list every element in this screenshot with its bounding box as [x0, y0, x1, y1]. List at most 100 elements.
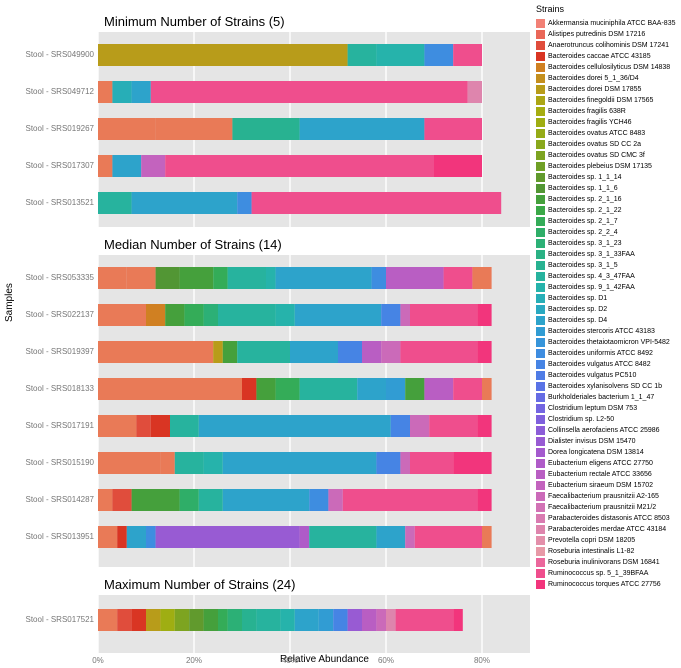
bar-segment — [415, 526, 482, 548]
bar-segment — [477, 341, 491, 363]
legend-item: Bacteroides sp. 4_3_47FAA — [536, 271, 678, 282]
legend-swatch — [536, 195, 545, 204]
panel-svg — [98, 32, 530, 227]
legend-item: Bacteroides cellulosilyticus DSM 14838 — [536, 62, 678, 73]
bar-segment — [199, 415, 391, 437]
bar-segment — [180, 267, 214, 289]
legend-swatch — [536, 404, 545, 413]
legend-label: Collinsella aerofaciens ATCC 25986 — [548, 425, 660, 436]
y-tick-label: Stool - SRS017307 — [12, 161, 94, 170]
y-tick-label: Stool - SRS017521 — [12, 615, 94, 624]
legend-swatch — [536, 173, 545, 182]
bar-segment — [391, 415, 410, 437]
bar-segment — [424, 378, 453, 400]
bar-segment — [477, 304, 491, 326]
legend-swatch — [536, 536, 545, 545]
legend-label: Bacteroides dorei 5_1_36/D4 — [548, 73, 639, 84]
bar-segment — [223, 489, 309, 511]
legend-swatch — [536, 459, 545, 468]
legend-label: Bacteroides sp. 4_3_47FAA — [548, 271, 635, 282]
legend-swatch — [536, 569, 545, 578]
legend-item: Roseburia intestinalis L1-82 — [536, 546, 678, 557]
legend-swatch — [536, 217, 545, 226]
legend-item: Bacteroides sp. 3_1_33FAA — [536, 249, 678, 260]
x-tick-label: 0% — [86, 656, 110, 665]
bar-segment — [405, 526, 415, 548]
legend-item: Prevotella copri DSM 18205 — [536, 535, 678, 546]
bar-segment — [165, 304, 184, 326]
legend-swatch — [536, 261, 545, 270]
y-tick-label: Stool - SRS013951 — [12, 532, 94, 541]
legend-label: Bacteroides sp. 2_1_16 — [548, 194, 622, 205]
legend-item: Bacteroides sp. D2 — [536, 304, 678, 315]
legend-label: Alistipes putredinis DSM 17216 — [548, 29, 645, 40]
legend-label: Eubacterium siraeum DSM 15702 — [548, 480, 653, 491]
legend-swatch — [536, 206, 545, 215]
bar-segment — [223, 341, 237, 363]
legend-label: Bacteroides ovatus SD CC 2a — [548, 139, 641, 150]
bar-segment — [204, 304, 218, 326]
legend-item: Bacteroides sp. 1_1_14 — [536, 172, 678, 183]
legend-item: Bacteroides sp. D4 — [536, 315, 678, 326]
legend-label: Bacteroides finegoldii DSM 17565 — [548, 95, 653, 106]
legend-swatch — [536, 294, 545, 303]
legend-swatch — [536, 393, 545, 402]
bar-segment — [424, 118, 482, 140]
bar-segment — [424, 44, 453, 66]
bar-segment — [434, 155, 482, 177]
legend-swatch — [536, 492, 545, 501]
bar-segment — [405, 378, 424, 400]
legend-swatch — [536, 305, 545, 314]
legend-label: Bacteroides ovatus SD CMC 3f — [548, 150, 645, 161]
legend-swatch — [536, 30, 545, 39]
legend-label: Bacteroides sp. D1 — [548, 293, 607, 304]
bar-segment — [242, 609, 256, 631]
bar-segment — [444, 267, 473, 289]
bar-segment — [127, 526, 146, 548]
bar-segment — [151, 81, 468, 103]
bar-segment — [98, 341, 213, 363]
legend-item: Bacteroides xylanisolvens SD CC 1b — [536, 381, 678, 392]
legend-label: Bacteroides ovatus ATCC 8483 — [548, 128, 645, 139]
legend-label: Bacteroides cellulosilyticus DSM 14838 — [548, 62, 670, 73]
legend-swatch — [536, 129, 545, 138]
legend: Akkermansia muciniphila ATCC BAA-835Alis… — [536, 18, 678, 590]
bar-segment — [237, 341, 290, 363]
bar-segment — [477, 489, 491, 511]
legend-item: Bacteroides sp. 2_1_22 — [536, 205, 678, 216]
legend-item: Parabacteroides merdae ATCC 43184 — [536, 524, 678, 535]
legend-item: Collinsella aerofaciens ATCC 25986 — [536, 425, 678, 436]
legend-label: Bacteroides dorei DSM 17855 — [548, 84, 641, 95]
legend-label: Bacteroides sp. 2_1_22 — [548, 205, 622, 216]
legend-swatch — [536, 107, 545, 116]
legend-item: Bacteroides sp. 3_1_23 — [536, 238, 678, 249]
legend-swatch — [536, 437, 545, 446]
legend-swatch — [536, 85, 545, 94]
legend-label: Dorea longicatena DSM 13814 — [548, 447, 644, 458]
legend-label: Faecalibacterium prausnitzii M21/2 — [548, 502, 656, 513]
bar-segment — [160, 452, 174, 474]
legend-title: Strains — [536, 4, 564, 14]
bar-segment — [276, 304, 295, 326]
legend-label: Parabacteroides merdae ATCC 43184 — [548, 524, 666, 535]
legend-label: Bacteroides thetaiotaomicron VPI-5482 — [548, 337, 670, 348]
bar-segment — [295, 304, 381, 326]
bar-segment — [146, 304, 165, 326]
legend-item: Bacteroides sp. 2_2_4 — [536, 227, 678, 238]
legend-label: Bacteroides stercoris ATCC 43183 — [548, 326, 655, 337]
bar-segment — [309, 489, 328, 511]
y-tick-label: Stool - SRS049900 — [12, 50, 94, 59]
bar-segment — [348, 609, 362, 631]
legend-item: Bacteroides caccae ATCC 43185 — [536, 51, 678, 62]
legend-label: Akkermansia muciniphila ATCC BAA-835 — [548, 18, 675, 29]
x-tick-label: 40% — [278, 656, 302, 665]
bar-segment — [189, 609, 203, 631]
bar-segment — [410, 304, 477, 326]
legend-item: Bacteroides dorei DSM 17855 — [536, 84, 678, 95]
legend-swatch — [536, 151, 545, 160]
legend-label: Prevotella copri DSM 18205 — [548, 535, 635, 546]
bar-segment — [372, 267, 386, 289]
bar-segment — [228, 267, 266, 289]
legend-item: Parabacteroides distasonis ATCC 8503 — [536, 513, 678, 524]
legend-label: Bacteroides caccae ATCC 43185 — [548, 51, 651, 62]
